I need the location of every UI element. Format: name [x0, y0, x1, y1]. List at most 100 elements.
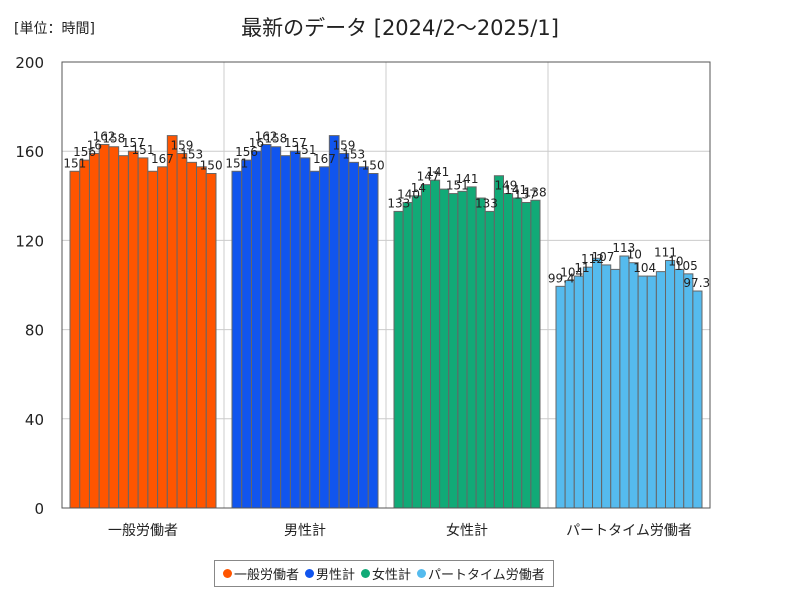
bar [108, 146, 120, 509]
y-tick-label: 200 [15, 54, 44, 72]
data-label: 149 [494, 179, 517, 193]
data-label: 113 [612, 241, 635, 255]
bar [79, 159, 90, 509]
data-label: 97.3 [683, 276, 710, 290]
data-label: 150 [200, 159, 223, 173]
data-label: 153 [180, 147, 203, 161]
data-label: 112 [581, 252, 604, 266]
bar [127, 150, 139, 509]
bar [592, 257, 603, 509]
bar [484, 210, 495, 509]
y-tick-label: 80 [25, 322, 44, 340]
data-label: 11 [574, 261, 589, 275]
data-label: 133 [475, 196, 498, 210]
bar [665, 259, 676, 509]
x-category-label: 女性計 [446, 522, 488, 539]
bar [655, 271, 666, 509]
data-label: 151 [225, 156, 248, 170]
bar [439, 188, 450, 509]
bar [430, 179, 441, 509]
data-label: 140 [397, 187, 420, 201]
legend-dot-icon [361, 569, 371, 578]
chart-title: 最新のデータ [2024/2〜2025/1] [241, 16, 559, 40]
data-label: 147 [417, 170, 440, 184]
legend-label: 一般労働者 [234, 568, 300, 583]
bar [402, 201, 413, 509]
x-category-label: パートタイム労働者 [566, 523, 692, 539]
bar [88, 152, 100, 509]
legend-item: 一般労働者 [223, 564, 299, 583]
bar [289, 150, 301, 509]
bar [564, 280, 575, 509]
legend-item: パートタイム労働者 [417, 564, 545, 583]
bar [692, 290, 703, 509]
bar [147, 170, 159, 509]
data-label: 107 [591, 250, 614, 264]
data-label: 159 [332, 138, 355, 152]
bar [530, 199, 541, 509]
data-label: 10 [668, 254, 683, 268]
data-label: 151 [132, 143, 155, 157]
data-label: 141 [456, 172, 479, 186]
bar [610, 268, 621, 509]
data-label: 167 [151, 152, 174, 166]
bar [420, 184, 431, 509]
data-label: 162 [93, 130, 116, 144]
data-label: 141 [504, 183, 527, 197]
data-label: 141 [426, 165, 449, 179]
bar [512, 197, 523, 509]
legend-label: パートタイム労働者 [428, 568, 545, 583]
bar [582, 266, 593, 509]
bar [118, 155, 129, 509]
bar [674, 268, 685, 509]
bar [475, 197, 486, 509]
data-label: 99.4 [548, 271, 575, 285]
data-label: 10 [627, 248, 642, 262]
data-label: 151 [294, 143, 317, 157]
data-label: 167 [313, 152, 336, 166]
plot-frame [61, 61, 711, 509]
bar [196, 166, 207, 509]
bar [358, 166, 369, 509]
data-label: 156 [235, 145, 258, 159]
bar [637, 275, 648, 509]
data-label: 137 [514, 187, 537, 201]
y-tick-label: 160 [15, 143, 44, 161]
bar [299, 157, 311, 509]
data-label: 133 [387, 196, 410, 210]
data-label: 150 [362, 159, 385, 173]
bar [176, 152, 188, 509]
bar [348, 161, 360, 509]
bar [367, 173, 379, 509]
bar [250, 150, 262, 509]
data-label: 138 [524, 185, 547, 199]
bar [319, 166, 330, 509]
bar [601, 264, 612, 509]
chart-legend: 一般労働者 男性計 女性計 パートタイム労働者 [214, 560, 554, 587]
bar [555, 285, 566, 509]
bar [448, 193, 459, 509]
data-label: 105 [675, 259, 698, 273]
bar [619, 255, 630, 509]
data-label: 104 [633, 261, 656, 275]
unit-label: [単位：時間] [14, 21, 95, 37]
data-label: 14 [411, 181, 426, 195]
bar [493, 175, 504, 509]
bar [69, 170, 81, 509]
legend-label: 男性計 [316, 568, 356, 583]
bar [280, 155, 291, 509]
bar [241, 159, 252, 509]
data-label: 158 [102, 132, 125, 146]
data-label: 157 [284, 136, 307, 150]
bar [646, 275, 657, 509]
bar [166, 135, 178, 509]
bar [411, 195, 422, 509]
bar [521, 201, 532, 509]
legend-item: 女性計 [361, 564, 411, 583]
y-tick-label: 0 [34, 500, 44, 518]
bar [309, 170, 321, 509]
data-label: 153 [342, 147, 365, 161]
bar [683, 273, 694, 509]
bar [457, 190, 468, 509]
